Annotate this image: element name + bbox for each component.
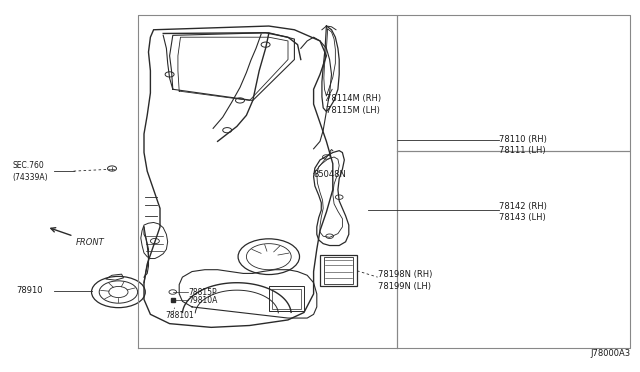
Text: SEC.760
(74339A): SEC.760 (74339A) [13, 161, 49, 182]
Text: 788101: 788101 [165, 311, 194, 320]
Text: 78910: 78910 [16, 286, 42, 295]
Text: 85048N: 85048N [314, 170, 346, 179]
Bar [272, 289, 301, 309]
Text: J78000A3: J78000A3 [590, 349, 630, 358]
Text: 79810A: 79810A [189, 296, 218, 305]
Text: 78815P: 78815P [189, 288, 218, 296]
FancyBboxPatch shape [324, 257, 353, 284]
Text: FRONT: FRONT [76, 238, 104, 247]
Text: 78198N (RH)
78199N (LH): 78198N (RH) 78199N (LH) [378, 270, 432, 291]
Text: 78114M (RH)
78115M (LH): 78114M (RH) 78115M (LH) [326, 94, 381, 115]
Bar [269, 286, 304, 311]
Text: 78110 (RH)
78111 (LH): 78110 (RH) 78111 (LH) [499, 135, 547, 155]
Text: 78142 (RH)
78143 (LH): 78142 (RH) 78143 (LH) [499, 202, 547, 222]
FancyBboxPatch shape [320, 255, 357, 286]
